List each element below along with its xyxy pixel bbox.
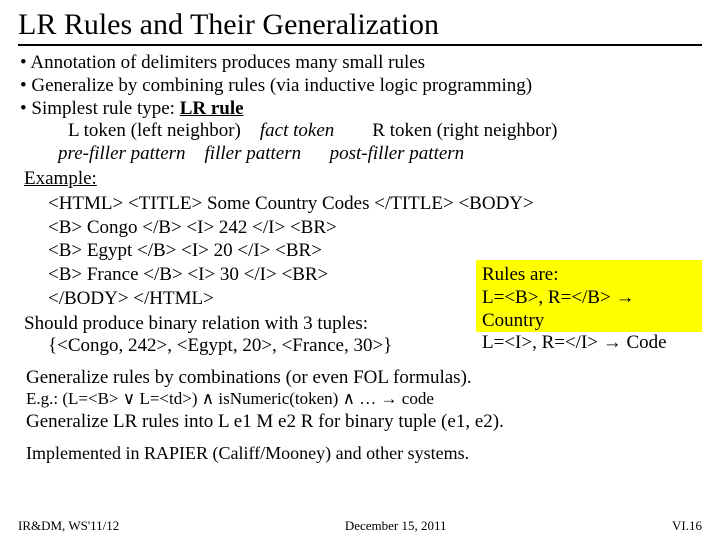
- generalize2-text: Generalize LR rules into L e1 M e2 R for…: [26, 411, 702, 433]
- bullet-3-pre: • Simplest rule type:: [20, 98, 180, 119]
- generalize-text: Generalize rules by combinations (or eve…: [26, 367, 702, 389]
- rules-box: Rules are: L=<B>, R=</B> → Country L=<I>…: [476, 260, 702, 332]
- footer: IR&DM, WS'11/12 December 15, 2011 VI.16: [0, 518, 720, 534]
- filler: filler pattern: [205, 143, 302, 164]
- fact-token: fact token: [260, 120, 334, 141]
- pre-filler: pre-filler pattern: [58, 143, 186, 164]
- r-token: R token (right neighbor): [372, 120, 557, 141]
- footer-center: December 15, 2011: [345, 518, 447, 534]
- code-line-1: <HTML> <TITLE> Some Country Codes </TITL…: [48, 192, 702, 216]
- slide: LR Rules and Their Generalization • Anno…: [0, 0, 720, 540]
- l-token: L token (left neighbor): [68, 120, 241, 141]
- example-label: Example:: [24, 168, 702, 190]
- code-line-2: <B> Congo </B> <I> 242 </I> <BR>: [48, 216, 702, 240]
- rules-box-l1: Rules are:: [482, 264, 696, 287]
- bullet-2: • Generalize by combining rules (via ind…: [20, 75, 702, 98]
- eg-text: E.g.: (L=<B> ∨ L=<td>) ∧ isNumeric(token…: [26, 389, 702, 409]
- rules-box-l2: L=<B>, R=</B> → Country: [482, 287, 696, 333]
- post-filler: post-filler pattern: [330, 143, 465, 164]
- implemented-text: Implemented in RAPIER (Califf/Mooney) an…: [26, 443, 702, 464]
- bullet-1: • Annotation of delimiters produces many…: [20, 52, 702, 75]
- pattern-row: pre-filler pattern filler pattern post-f…: [58, 143, 702, 166]
- footer-right: VI.16: [672, 518, 702, 534]
- slide-title: LR Rules and Their Generalization: [18, 8, 702, 46]
- bullet-3-bold: LR rule: [180, 98, 244, 119]
- rules-box-l3: L=<I>, R=</I> → Code: [482, 332, 696, 355]
- token-row: L token (left neighbor) fact token R tok…: [68, 120, 702, 143]
- bullet-3: • Simplest rule type: LR rule: [20, 98, 702, 121]
- footer-left: IR&DM, WS'11/12: [18, 518, 119, 534]
